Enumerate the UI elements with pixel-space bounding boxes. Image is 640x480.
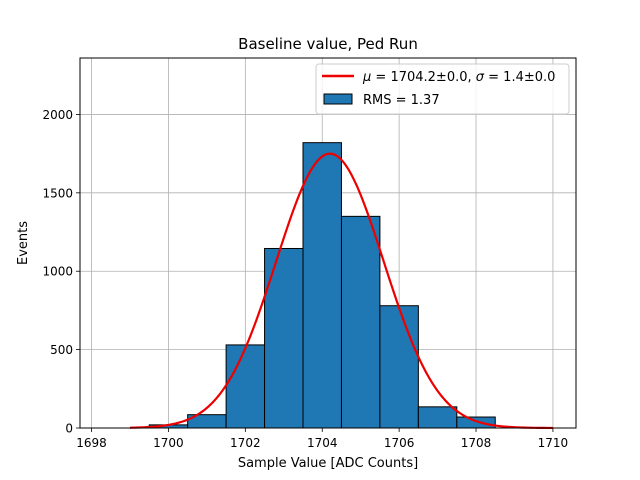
legend: μ = 1704.2±0.0, σ = 1.4±0.0 RMS = 1.37 (315, 63, 570, 115)
histogram-bar (302, 142, 342, 429)
histogram-bar (264, 247, 304, 429)
legend-histogram-swatch (323, 93, 353, 105)
histogram-bar (340, 215, 381, 429)
legend-fit-mu-symbol: μ (362, 70, 371, 85)
gaussian-fit (129, 152, 553, 430)
y-tick-label: 1000 (42, 265, 73, 279)
x-axis-ticks: 1698 1700 1702 1704 1706 1708 1710 (76, 428, 568, 450)
legend-fit-mu-value: = 1704.2±0.0, (371, 70, 475, 85)
x-tick-label: 1706 (384, 436, 415, 450)
legend-fit-sigma-symbol: σ (476, 70, 485, 85)
legend-histogram-label: RMS = 1.37 (363, 93, 440, 108)
x-axis-label: Sample Value [ADC Counts] (238, 456, 418, 471)
legend-fit-label: μ = 1704.2±0.0, σ = 1.4±0.0 (362, 70, 555, 85)
gaussian-fit-line (129, 152, 553, 430)
legend-fit-sigma-value: = 1.4±0.0 (484, 70, 555, 85)
y-tick-label: 2000 (42, 108, 73, 122)
histogram-bar (456, 416, 496, 429)
y-axis-label: Events (16, 221, 31, 265)
y-tick-label: 0 (65, 422, 73, 436)
x-tick-label: 1698 (76, 436, 107, 450)
y-tick-label: 500 (50, 343, 73, 357)
histogram-bar (225, 344, 266, 429)
chart-title: Baseline value, Ped Run (238, 35, 418, 53)
y-axis-ticks: 0 500 1000 1500 2000 (42, 108, 80, 436)
plot-area-frame (79, 57, 577, 429)
x-tick-label: 1702 (230, 436, 261, 450)
x-tick-label: 1704 (307, 436, 338, 450)
x-tick-label: 1710 (538, 436, 569, 450)
y-tick-label: 1500 (42, 186, 73, 200)
histogram-bar (417, 406, 458, 429)
x-tick-label: 1700 (153, 436, 184, 450)
histogram-bar (379, 305, 419, 429)
legend-box (315, 63, 570, 115)
x-tick-label: 1708 (461, 436, 492, 450)
